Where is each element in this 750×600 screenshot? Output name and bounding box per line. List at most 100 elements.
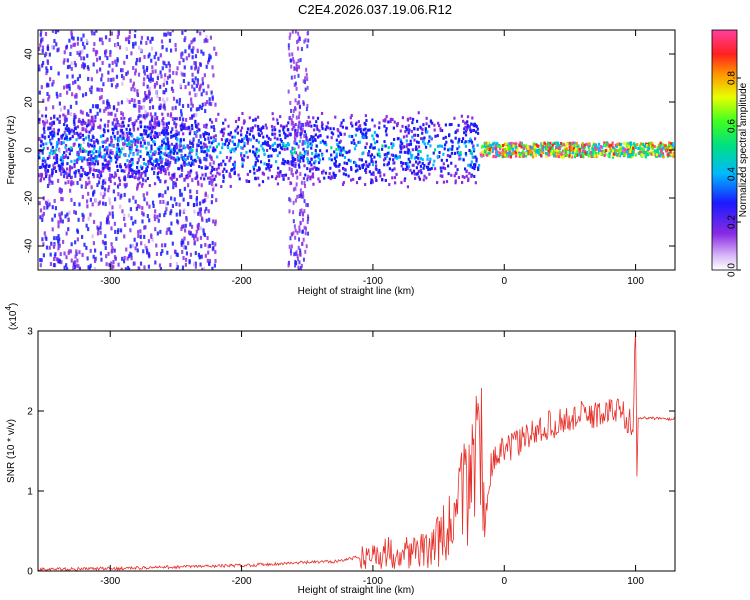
spectrogram-cell	[119, 68, 123, 73]
spectrogram-cell	[159, 251, 163, 256]
spectrogram-cell	[399, 129, 402, 133]
spectrogram-cell	[345, 162, 349, 166]
spectrogram-cell	[206, 166, 209, 170]
spectrogram-cell	[429, 157, 432, 161]
spectrogram-cell	[115, 120, 118, 125]
spectrogram-cell	[135, 170, 138, 175]
spectrogram-cell	[127, 36, 130, 41]
spectrogram-cell	[191, 115, 194, 120]
spectrogram-cell	[92, 127, 95, 131]
spectrogram-cell	[560, 155, 563, 159]
spectrogram-cell	[92, 168, 95, 172]
spectrogram-cell	[215, 117, 218, 122]
spectrogram-cell	[384, 157, 387, 161]
spectrogram-cell	[105, 49, 108, 54]
spectrogram-cell	[279, 124, 283, 128]
spectrogram-cell	[628, 141, 631, 145]
spectrogram-cell	[406, 185, 410, 189]
spectrogram-cell	[364, 145, 367, 149]
spectrogram-cell	[113, 182, 116, 186]
spectrogram-cell	[528, 148, 532, 152]
spectrogram-cell	[560, 144, 563, 148]
spectrogram-cell	[296, 101, 299, 106]
spectrogram-cell	[119, 134, 122, 138]
spectrogram-cell	[45, 175, 48, 179]
spectrogram-cell	[61, 162, 64, 166]
spectrogram-cell	[255, 150, 258, 154]
spectrogram-cell	[48, 52, 51, 57]
spectrogram-cell	[391, 146, 394, 150]
spectrogram-cell	[311, 172, 315, 176]
spectrogram-cell	[163, 32, 166, 37]
spectrogram-cell	[69, 249, 72, 254]
spectrogram-y-axis-label: Frequency (Hz)	[6, 116, 17, 185]
spectrogram-cell	[254, 163, 257, 167]
spectrogram-cell	[470, 122, 473, 126]
spectrogram-cell	[299, 159, 302, 164]
spectrogram-cell	[143, 69, 146, 74]
spectrogram-cell	[116, 83, 119, 88]
spectrogram-cell	[217, 142, 220, 146]
spectrogram-cell	[112, 105, 116, 110]
spectrogram-cell	[76, 77, 80, 82]
spectrogram-cell	[47, 165, 51, 169]
spectrogram-cell	[269, 138, 272, 142]
spectrogram-cell	[271, 128, 274, 132]
spectrogram-cell	[288, 52, 291, 57]
colorbar-scale	[711, 29, 738, 271]
spectrogram-cell	[103, 148, 106, 152]
spectrogram-cell	[473, 167, 476, 171]
spectrogram-cell	[293, 74, 296, 79]
spectrogram-cell	[65, 136, 68, 140]
spectrogram-cell	[441, 174, 444, 178]
spectrogram-cell	[64, 170, 67, 175]
spectrogram-cell	[137, 140, 140, 145]
spectrogram-cell	[226, 146, 230, 150]
spectrogram-cell	[350, 121, 353, 125]
spectrogram-cell	[114, 156, 117, 160]
spectrogram-cell	[173, 144, 176, 148]
spectrogram-cell	[191, 159, 194, 163]
spectrogram-cell	[52, 120, 55, 124]
spectrogram-cell	[213, 138, 216, 142]
spectrogram-cell	[56, 154, 59, 159]
spectrogram-cell	[582, 153, 585, 157]
spectrogram-cell	[554, 151, 557, 155]
spectrogram-cell	[348, 150, 351, 154]
spectrogram-cell	[62, 141, 65, 145]
spectrogram-cell	[198, 87, 201, 92]
spectrogram-cell	[401, 142, 404, 146]
spectrogram-cell	[243, 141, 246, 145]
spectrogram-cell	[169, 150, 172, 154]
spectrogram-cell	[498, 151, 501, 155]
spectrogram-cell	[131, 162, 134, 166]
spectrogram-cell	[132, 127, 136, 132]
spectrogram-cell	[83, 171, 86, 176]
spectrogram-cell	[417, 175, 421, 179]
spectrogram-cell	[80, 37, 83, 42]
spectrogram-cell	[106, 151, 109, 155]
spectrogram-cell	[149, 39, 152, 44]
spectrogram-cell	[287, 143, 291, 147]
spectrogram-cell	[52, 263, 56, 268]
spectrogram-cell	[85, 245, 88, 250]
spectrogram-cell	[80, 174, 83, 178]
spectrogram-cell	[233, 172, 236, 176]
spectrogram-cell	[81, 194, 84, 199]
spectrogram-cell	[659, 144, 662, 148]
spectrogram-cell	[531, 155, 535, 159]
spectrogram-cell	[577, 144, 580, 148]
spectrogram-cell	[302, 159, 305, 163]
spectrogram-cell	[302, 177, 306, 181]
spectrogram-cell	[69, 146, 73, 150]
spectrogram-cell	[143, 71, 147, 76]
spectrogram-cell	[180, 192, 183, 197]
spectrogram-cell	[106, 105, 109, 110]
spectrogram-cell	[59, 219, 62, 224]
spectrogram-cell	[51, 217, 54, 222]
spectrogram-cell	[288, 35, 291, 40]
spectrogram-cell	[87, 191, 90, 196]
spectrogram-cell	[386, 151, 389, 155]
spectrogram-cell	[307, 174, 310, 179]
